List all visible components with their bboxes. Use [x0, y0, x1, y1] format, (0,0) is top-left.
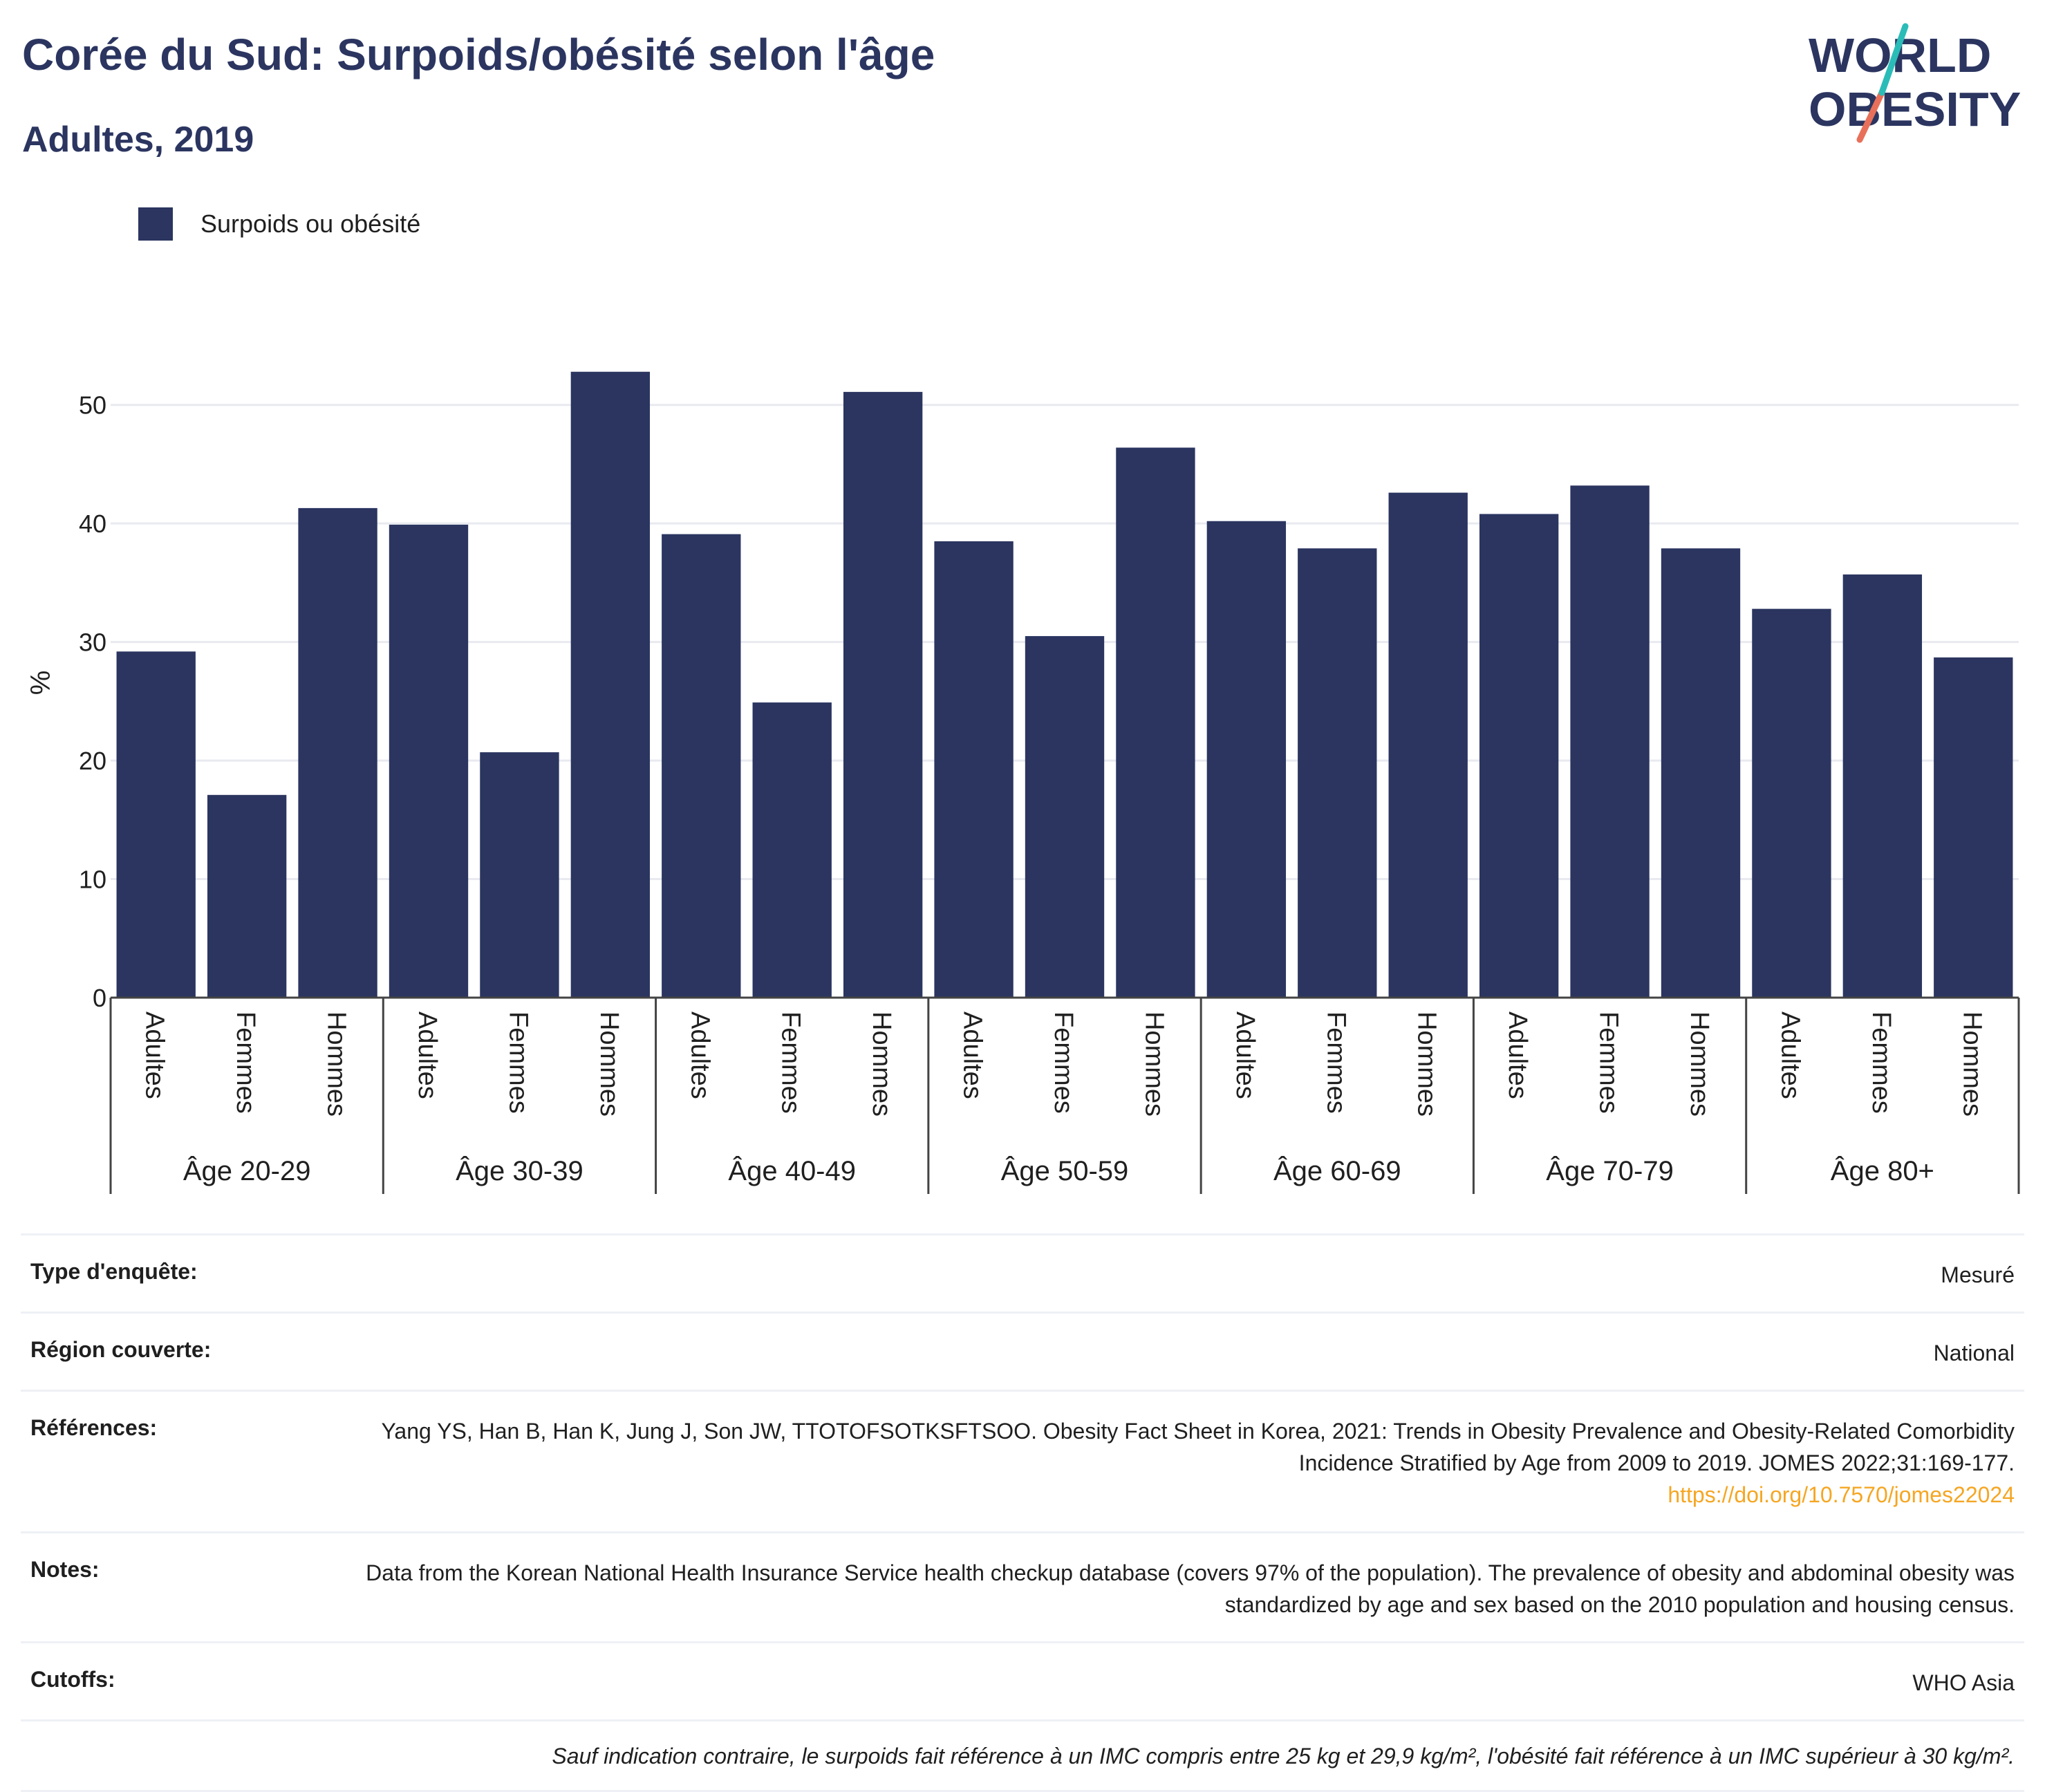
bar — [1570, 485, 1650, 998]
x-tick-label: Hommes — [322, 1011, 351, 1117]
y-tick-label: 10 — [79, 866, 106, 894]
info-label: Type d'enquête: — [30, 1259, 198, 1284]
reference-link[interactable]: https://doi.org/10.7570/jomes22024 — [1668, 1482, 2015, 1507]
info-label: Cutoffs: — [30, 1667, 115, 1692]
bar — [662, 534, 741, 998]
x-tick-label: Femmes — [231, 1011, 260, 1114]
bar — [207, 794, 287, 998]
bar — [1388, 492, 1468, 998]
logo-line2: OBESITY — [1809, 82, 2021, 136]
bar — [1934, 657, 2013, 998]
info-label: Région couverte: — [30, 1337, 212, 1362]
chart-title: Corée du Sud: Surpoids/obésité selon l'â… — [22, 30, 935, 80]
x-tick-label: Adultes — [413, 1011, 442, 1099]
x-tick-label: Hommes — [1957, 1011, 1986, 1117]
y-tick-label: 20 — [79, 747, 106, 775]
y-tick-label: 0 — [93, 984, 106, 1012]
x-tick-label: Hommes — [595, 1011, 624, 1117]
bar — [389, 524, 469, 998]
logo-coral-stroke — [1856, 89, 1885, 143]
group-label: Âge 60-69 — [1273, 1155, 1401, 1186]
legend-swatch — [138, 207, 173, 241]
bar — [480, 752, 559, 998]
bar — [1025, 636, 1105, 998]
x-tick-label: Femmes — [1321, 1011, 1350, 1114]
bar — [1298, 548, 1377, 998]
info-row-references: Références: Yang YS, Han B, Han K, Jung … — [21, 1390, 2024, 1531]
x-tick-label: Femmes — [1594, 1011, 1623, 1114]
y-tick-label: 40 — [79, 510, 106, 538]
bar — [1842, 574, 1923, 998]
info-table: Type d'enquête: Mesuré Région couverte: … — [21, 1233, 2024, 1792]
y-tick-label: 30 — [79, 628, 106, 657]
info-row-cutoffs: Cutoffs: WHO Asia — [21, 1641, 2024, 1719]
x-tick-label: Adultes — [1775, 1011, 1804, 1099]
x-tick-label: Femmes — [503, 1011, 532, 1114]
info-value: National — [1933, 1341, 2015, 1365]
x-tick-label: Adultes — [685, 1011, 714, 1099]
x-tick-label: Femmes — [1049, 1011, 1078, 1114]
x-tick-label: Femmes — [776, 1011, 805, 1114]
x-tick-label: Hommes — [1139, 1011, 1168, 1117]
bar — [1116, 447, 1195, 998]
reference-text: Yang YS, Han B, Han K, Jung J, Son JW, T… — [381, 1419, 2015, 1475]
bar — [298, 507, 377, 998]
group-label: Âge 80+ — [1831, 1155, 1934, 1186]
group-label: Âge 30-39 — [456, 1155, 583, 1186]
info-row-notes: Notes: Data from the Korean National Hea… — [21, 1531, 2024, 1641]
info-value: WHO Asia — [1912, 1670, 2015, 1695]
info-label: Références: — [30, 1415, 158, 1440]
bar — [116, 651, 196, 998]
bar — [934, 541, 1014, 998]
info-label: Notes: — [30, 1557, 100, 1582]
y-axis-label: % — [26, 671, 56, 696]
x-tick-label: Femmes — [1867, 1011, 1896, 1114]
x-tick-label: Adultes — [1231, 1011, 1260, 1099]
info-value: Data from the Korean National Health Ins… — [366, 1560, 2015, 1617]
x-tick-label: Hommes — [867, 1011, 896, 1117]
bar — [1661, 548, 1741, 998]
info-value: Mesuré — [1941, 1262, 2015, 1287]
x-tick-label: Hommes — [1685, 1011, 1714, 1117]
group-label: Âge 50-59 — [1001, 1155, 1129, 1186]
group-label: Âge 40-49 — [728, 1155, 856, 1186]
bar — [843, 391, 923, 998]
x-tick-label: Adultes — [1503, 1011, 1532, 1099]
logo-teal-stroke — [1878, 23, 1909, 96]
world-obesity-logo: WORLD OBESITY — [1804, 21, 2026, 145]
chart-subtitle: Adultes, 2019 — [22, 120, 254, 160]
bar-chart: 0 10 20 30 40 50% Adultes Femmes Hommes Âge 20-29… — [26, 371, 2020, 1194]
bar — [752, 702, 832, 998]
bar — [1206, 521, 1287, 998]
x-tick-label: Hommes — [1412, 1011, 1441, 1117]
info-value-references: Yang YS, Han B, Han K, Jung J, Son JW, T… — [355, 1415, 2015, 1511]
x-tick-label: Adultes — [958, 1011, 987, 1099]
bar — [1479, 514, 1559, 998]
group-label: Âge 20-29 — [183, 1155, 311, 1186]
y-tick-label: 50 — [79, 391, 106, 420]
legend-label: Surpoids ou obésité — [200, 209, 421, 238]
bar — [570, 371, 651, 998]
info-row-region: Région couverte: National — [21, 1312, 2024, 1390]
bar — [1752, 608, 1831, 998]
legend: Surpoids ou obésité — [138, 207, 420, 241]
x-tick-label: Adultes — [140, 1011, 169, 1099]
info-row-survey-type: Type d'enquête: Mesuré — [21, 1233, 2024, 1312]
group-label: Âge 70-79 — [1546, 1155, 1674, 1186]
footnote: Sauf indication contraire, le surpoids f… — [21, 1719, 2024, 1792]
